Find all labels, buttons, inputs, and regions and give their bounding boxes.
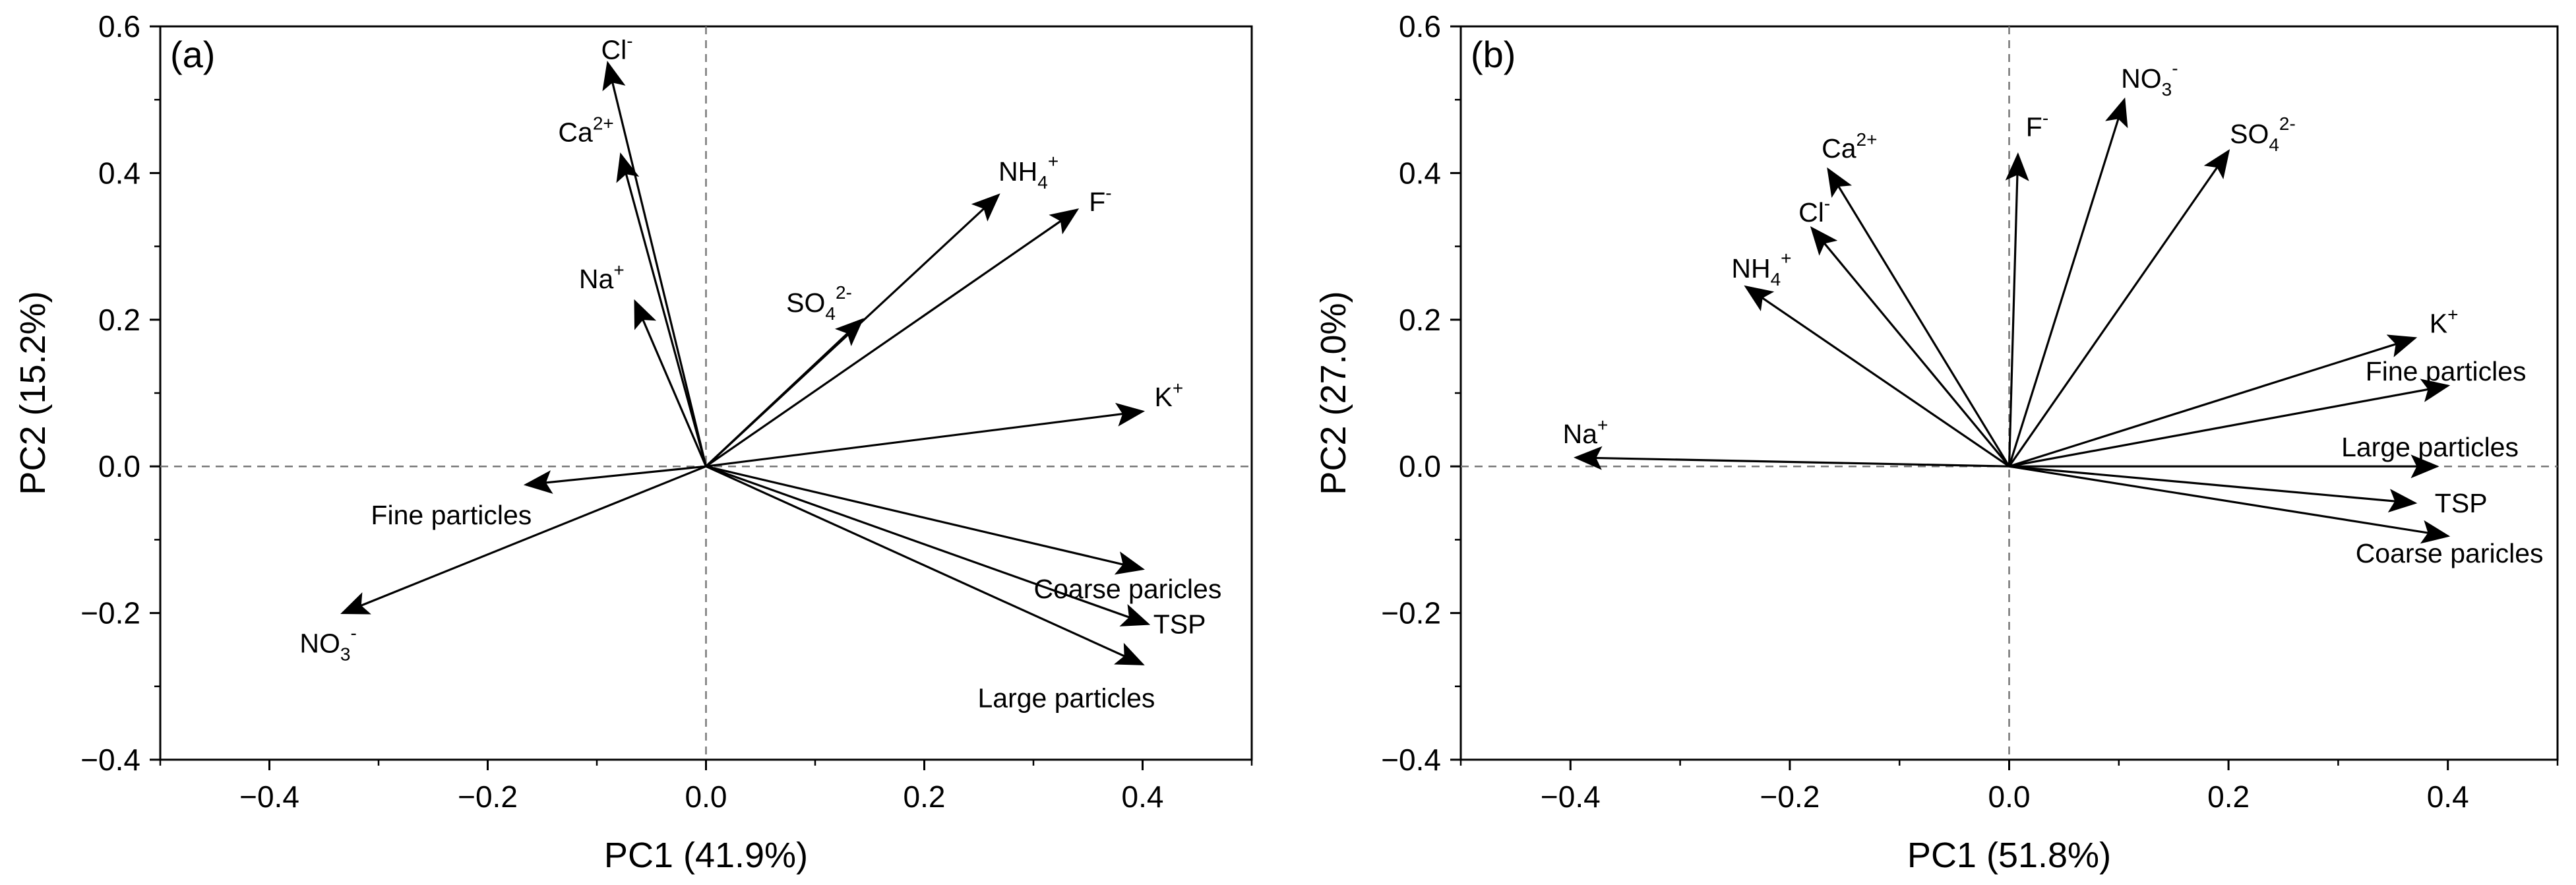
panel-a: −0.4 −0.2 0.0 0.2 0.4 −0.4 −0.2 0.0 0.2 0.4 0.6 PC1… (13, 9, 1253, 875)
y-tick-label: 0.0 (98, 449, 140, 483)
x-tick-label: −0.2 (458, 779, 518, 814)
x-tick-label: 0.2 (904, 779, 946, 814)
y-tick-label: 0.2 (98, 303, 140, 337)
vector-label: Na+ (579, 260, 625, 294)
vector-label: Coarse paricles (1034, 574, 1222, 604)
loading-vector-coarse-paricles (706, 465, 1146, 575)
panel-label: (b) (1471, 34, 1516, 75)
vector-label: K+ (2430, 305, 2459, 339)
loading-vector-na (1574, 446, 2009, 470)
x-tick-label: 0.4 (2427, 779, 2469, 814)
loading-vector-tsp (705, 465, 1151, 626)
loading-vector-f (2005, 152, 2029, 467)
vector-label: Large particles (978, 683, 1155, 713)
vector-label: Ca2+ (558, 113, 613, 148)
x-axis-label: PC1 (41.9%) (604, 836, 808, 875)
loading-vector-k (706, 402, 1146, 468)
y-tick-label: 0.4 (1399, 156, 1441, 190)
vector-label: SO42- (2230, 113, 2296, 155)
vector-label: Cl- (601, 31, 633, 65)
vector-label: Fine particles (371, 500, 532, 530)
loading-vector-nh (1744, 285, 2010, 468)
loading-vector-f (705, 208, 1080, 468)
loading-vector-large-particles (705, 465, 1145, 665)
loading-vector-cl (602, 61, 708, 467)
vector-label: TSP (1153, 609, 1206, 639)
vector-label: F- (1089, 183, 1111, 217)
vector-label: Na+ (1563, 415, 1609, 449)
vector-label: Ca2+ (1822, 129, 1877, 164)
loading-vector-so (705, 318, 864, 468)
loading-vector-no (2008, 97, 2128, 467)
vector-label: Fine particles (2366, 356, 2527, 386)
y-tick-label: −0.2 (1381, 596, 1441, 630)
vector-label: Large particles (2341, 432, 2519, 462)
loading-vector-coarse-paricles (2009, 465, 2451, 544)
vector-label: Coarse paricles (2356, 538, 2544, 568)
x-tick-label: 0.4 (1122, 779, 1164, 814)
y-axis-label: PC2 (27.0%) (1314, 291, 1353, 495)
x-tick-label: −0.4 (239, 779, 299, 814)
loading-vector-k (2009, 334, 2418, 468)
x-axis-label: PC1 (51.8%) (1907, 836, 2111, 875)
y-tick-label: 0.2 (1399, 303, 1441, 337)
loading-vector-fine-particles (523, 465, 706, 494)
vector-label: K+ (1155, 378, 1184, 412)
loading-vector-ca (1827, 167, 2010, 468)
x-tick-label: 0.2 (2207, 779, 2250, 814)
panel-label: (a) (170, 34, 215, 75)
y-axis-label: PC2 (15.2%) (13, 291, 53, 495)
vector-label: NH4+ (1731, 248, 1791, 290)
y-tick-label: −0.4 (1381, 743, 1441, 777)
y-tick-label: −0.4 (80, 743, 140, 777)
loading-vector-ca (616, 152, 708, 467)
panel-b: −0.4 −0.2 0.0 0.2 0.4 −0.4 −0.2 0.0 0.2 0.4 0.6 PC1… (1314, 9, 2559, 875)
x-tick-label: −0.2 (1760, 779, 1820, 814)
loading-vector-fine-particles (2009, 379, 2451, 468)
y-tick-label: 0.4 (98, 156, 140, 190)
loading-vector-cl (1810, 226, 2010, 468)
vector-label: SO42- (786, 282, 852, 324)
x-tick-label: 0.0 (1988, 779, 2031, 814)
x-tick-label: 0.0 (685, 779, 727, 814)
loading-vector-no (340, 465, 707, 615)
y-tick-label: 0.6 (98, 9, 140, 44)
vector-label: TSP (2435, 488, 2488, 518)
vector-label: NO3- (299, 623, 356, 665)
vector-label: NO3- (2121, 58, 2178, 100)
loading-vector-so (2008, 149, 2230, 468)
x-tick-label: −0.4 (1541, 779, 1601, 814)
vector-label: NH4+ (998, 151, 1058, 193)
vector-label: Cl- (1798, 193, 1830, 228)
loading-vector-na (634, 299, 707, 467)
y-tick-label: 0.0 (1399, 449, 1441, 483)
y-tick-label: −0.2 (80, 596, 140, 630)
y-tick-label: 0.6 (1399, 9, 1441, 44)
loading-vector-tsp (2009, 465, 2418, 513)
vector-label: F- (2026, 108, 2048, 142)
